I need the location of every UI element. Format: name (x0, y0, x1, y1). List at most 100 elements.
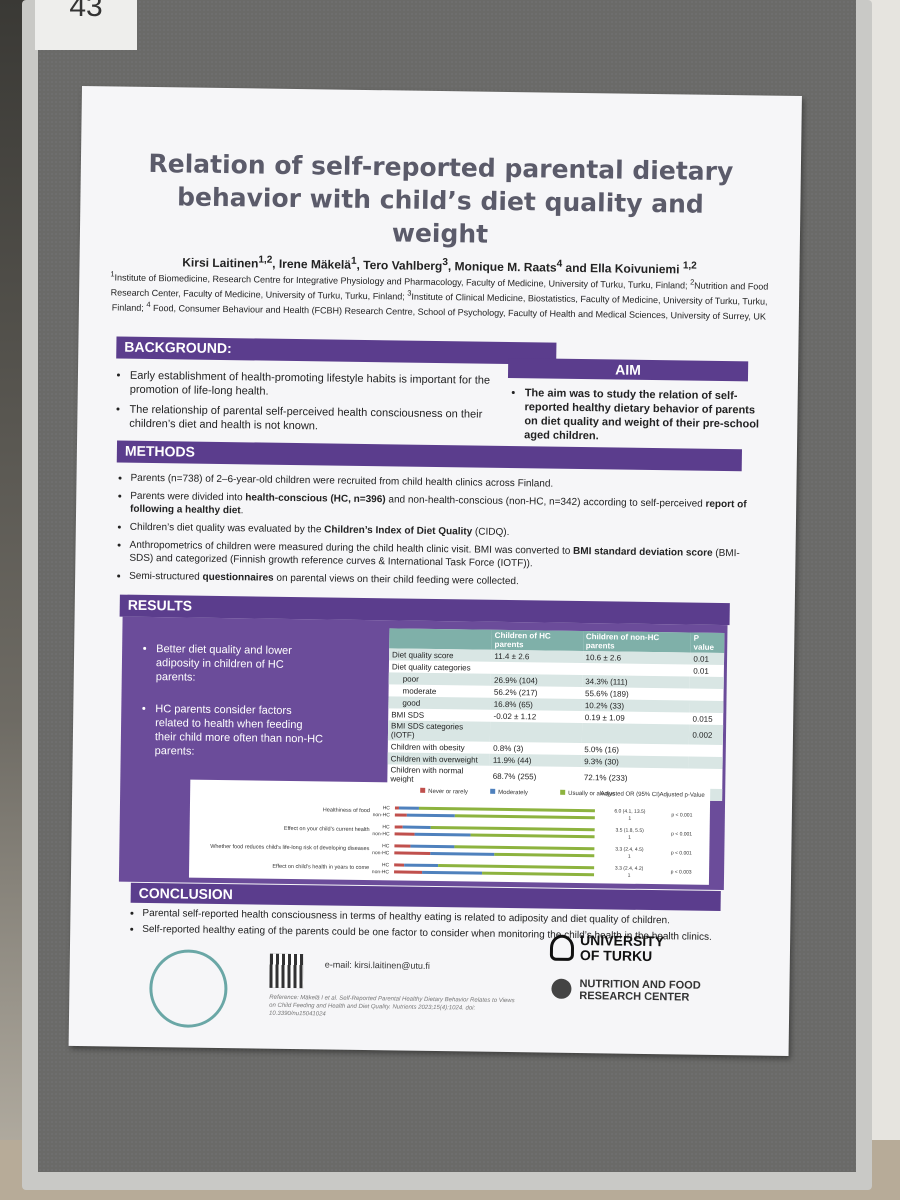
bullet: Semi-structured questionnaires on parent… (129, 570, 754, 592)
author-sup: 1,2 (258, 254, 273, 266)
logo (148, 949, 228, 1029)
bar-segment (394, 863, 405, 867)
bullet-list: The aim was to study the relation of sel… (512, 386, 760, 451)
legend-label: Never or rarely (428, 789, 468, 796)
author: , Irene Mäkelä (272, 256, 352, 272)
section-heading: AIM (507, 357, 749, 382)
p-value: p < 0.001 (671, 812, 692, 818)
affiliation: Food, Consumer Behaviour and Health (FCB… (150, 302, 766, 322)
bullet: The relationship of parental self-percei… (129, 403, 509, 436)
bar-segment (394, 806, 399, 810)
group-label: non-HC (372, 831, 390, 837)
bar-segment (394, 825, 403, 829)
legend-swatch (560, 789, 566, 795)
legend-label: Moderately (498, 790, 528, 796)
item-label: Effect on your child’s current health (284, 826, 370, 833)
bar-segment (402, 825, 431, 829)
text-segment: on parental views on their child feeding… (273, 572, 519, 588)
qr-code (269, 953, 304, 989)
center-name: NUTRITION AND FOOD RESEARCH CENTER (579, 978, 701, 1004)
group-label: non-HC (373, 812, 391, 818)
group-label: HC (382, 824, 390, 830)
results-table: Children of HC parents Children of non-HC… (387, 628, 725, 802)
bullet: HC parents consider factors related to h… (155, 702, 326, 760)
odds-ratio: 1 (628, 873, 631, 879)
legend-swatch (420, 787, 426, 793)
header-cell (389, 628, 492, 650)
group-label: HC (382, 843, 390, 849)
bar-segment (422, 870, 483, 875)
column-header: Adjusted OR (95% CI) (600, 791, 659, 798)
p-value: p < 0.003 (671, 869, 692, 875)
legend-label: Usually or always (568, 791, 615, 798)
bar-segment (470, 833, 595, 839)
author-sup: 1,2 (682, 260, 697, 272)
odds-ratio: 1 (628, 835, 631, 841)
column-header: Adjusted p-Value (659, 792, 705, 799)
table-cell: 0.015 (692, 714, 713, 724)
bullet-list: Better diet quality and lower adiposity … (142, 642, 326, 779)
table-cell: 0.01 (693, 666, 709, 676)
odds-ratio: 1 (628, 854, 631, 860)
text-line: OF TURKU (579, 947, 653, 965)
bullet: Early establishment of health-promoting … (130, 369, 510, 402)
bullet-list: Parents (n=738) of 2–6-year-old children… (117, 472, 756, 597)
bar-segment (454, 814, 595, 820)
header-cell: Children of HC parents (491, 629, 583, 652)
author: , Monique M. Raats (447, 259, 557, 275)
group-label: HC (382, 862, 390, 868)
bar-segment (430, 825, 595, 832)
reference: Reference: Mäkelä I et al. Self-Reported… (269, 994, 515, 1018)
text-line: RESEARCH CENTER (579, 990, 690, 1004)
bar-segment (430, 851, 495, 856)
bar-segment (494, 852, 595, 858)
text-segment: Semi-structured (129, 570, 203, 583)
bar-segment (454, 845, 595, 851)
stacked-bar-chart: Never or rarely Moderately Usually or alwa… (188, 779, 711, 885)
item-label: Healthiness of food (323, 807, 370, 814)
table-cell (490, 721, 582, 744)
table-cell (689, 745, 723, 757)
table-cell: 0.01 (690, 652, 725, 666)
affiliations: 1Institute of Biomedicine, Research Cent… (109, 268, 770, 322)
header-cell: P value (690, 632, 725, 654)
odds-ratio: 3.3 (2.4, 4.2) (615, 866, 644, 872)
group-label: HC (383, 805, 391, 811)
bullet: Better diet quality and lower adiposity … (156, 642, 327, 686)
text-segment: and non-health-conscious (non-HC, n=342)… (385, 494, 706, 510)
board-number: 43 (35, 0, 137, 50)
author: , Tero Vahlberg (356, 257, 443, 274)
item-label: Effect on child’s health in years to com… (272, 864, 369, 871)
bar-segment (418, 806, 595, 813)
odds-ratio: 3.3 (2.4, 4.5) (615, 847, 644, 853)
section-heading: BACKGROUND: (116, 336, 557, 365)
text-segment: Children’s Index of Diet Quality (324, 524, 473, 538)
university-name: UNIVERSITY OF TURKU (579, 932, 664, 965)
text-segment: health-conscious (HC, n=396) (245, 492, 386, 506)
text-segment: Parents were divided into (130, 490, 246, 504)
bar-segment (414, 832, 471, 837)
text-segment: . (240, 505, 244, 517)
bar-segment (394, 813, 407, 817)
table-cell: 0.002 (689, 724, 724, 746)
bullet-list: Early establishment of health-promoting … (117, 369, 510, 442)
bar-segment (438, 864, 595, 870)
odds-ratio: 6.0 (4.1, 13.5) (614, 809, 646, 815)
poster: Relation of self-reported parental dieta… (68, 86, 802, 1056)
bar-segment (394, 851, 431, 855)
p-value: p < 0.001 (671, 850, 692, 856)
bullet: The aim was to study the relation of sel… (524, 386, 760, 445)
text-segment: BMI standard deviation score (573, 545, 713, 559)
author: Kirsi Laitinen (182, 255, 259, 271)
bar-segment (410, 844, 455, 849)
bar-segment (394, 844, 411, 848)
odds-ratio: 3.5 (1.8, 5.5) (615, 828, 644, 834)
bullet: Anthropometrics of children were measure… (129, 539, 754, 574)
bullet: Parents were divided into health-conscio… (130, 490, 755, 525)
group-label: non-HC (372, 869, 390, 875)
bar-segment (482, 871, 595, 877)
bar-segment (406, 813, 455, 818)
table-cell (690, 676, 724, 690)
bar-segment (394, 832, 415, 836)
